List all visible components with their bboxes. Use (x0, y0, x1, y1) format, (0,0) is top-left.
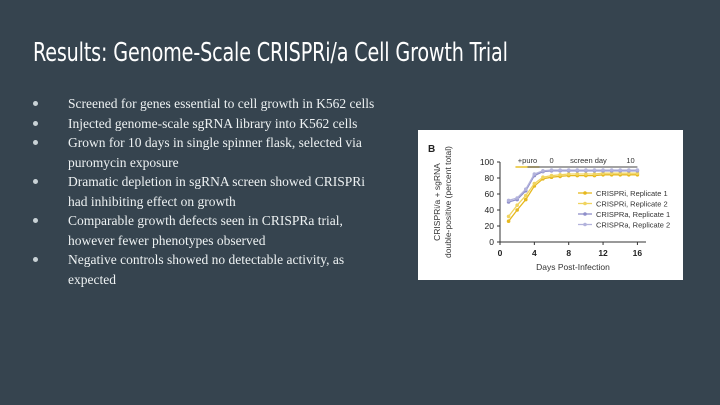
x-tick-label: 12 (598, 248, 608, 258)
data-point (584, 168, 588, 172)
legend-label: CRISPRa, Replicate 2 (596, 221, 670, 230)
screen-day-label: screen day (570, 156, 607, 165)
x-tick-label: 0 (498, 248, 503, 258)
legend-label: CRISPRi, Replicate 2 (596, 200, 668, 209)
panel-label: B (428, 144, 435, 155)
bullet-item: Comparable growth defects seen in CRISPR… (30, 211, 382, 250)
data-point (635, 168, 640, 172)
x-tick-label: 8 (566, 248, 571, 258)
y-tick-label: 60 (485, 189, 495, 199)
legend-marker (583, 222, 587, 227)
data-point (575, 168, 580, 172)
y-tick-label: 80 (485, 173, 495, 183)
series-line (508, 170, 638, 203)
data-point (532, 181, 537, 186)
y-axis-label: CRISPRi/a + sgRNAdouble-positive (percen… (432, 146, 453, 258)
bullet-dot (33, 179, 38, 184)
data-point (592, 168, 597, 172)
data-point (515, 196, 519, 200)
data-point (627, 168, 631, 172)
screen-day-start-label: 0 (549, 156, 553, 165)
slide-title: Results: Genome-Scale CRISPRi/a Cell Gro… (33, 38, 508, 68)
data-point (523, 187, 528, 191)
data-point (515, 208, 519, 212)
data-point (541, 169, 545, 173)
bullet-dot (33, 101, 38, 106)
data-point (506, 219, 511, 223)
data-point (549, 173, 554, 178)
data-point (558, 168, 562, 172)
bullet-text: Injected genome-scale sgRNA library into… (68, 115, 358, 131)
data-point (558, 173, 562, 177)
bullet-dot (33, 218, 38, 223)
legend-label: CRISPRa, Replicate 1 (596, 210, 670, 219)
data-point (601, 168, 605, 172)
data-point (515, 203, 519, 207)
data-point (532, 172, 537, 176)
legend-marker (583, 212, 587, 216)
data-point (575, 172, 580, 176)
growth-chart-panel: B CRISPRi/a + sgRNAdouble-positive (perce… (418, 130, 683, 280)
legend-marker (583, 191, 587, 195)
bullet-dot (33, 140, 38, 145)
series-line (508, 174, 638, 222)
x-tick-label: 4 (532, 248, 537, 258)
legend-marker (583, 201, 587, 206)
bullet-list: Screened for genes essential to cell gro… (30, 94, 382, 289)
y-tick-label: 40 (485, 205, 495, 215)
bullet-text: Comparable growth defects seen in CRISPR… (68, 213, 343, 248)
bullet-item: Injected genome-scale sgRNA library into… (30, 114, 382, 134)
y-tick-label: 0 (489, 237, 494, 247)
data-point (523, 197, 528, 202)
data-point (566, 172, 571, 176)
bullet-item: Negative controls showed no detectable a… (30, 250, 382, 289)
data-point (506, 214, 511, 219)
bullet-item: Grown for 10 days in single spinner flas… (30, 133, 382, 172)
x-axis-label: Days Post-Infection (536, 262, 610, 272)
bullet-dot (33, 257, 38, 262)
puro-label: +puro (518, 156, 537, 165)
data-point (618, 168, 623, 172)
series-line (508, 172, 638, 217)
data-point (523, 193, 528, 198)
bullet-dot (33, 120, 38, 126)
data-point (592, 172, 597, 176)
legend-label: CRISPRi, Replicate 1 (596, 189, 668, 198)
bullet-text: Grown for 10 days in single spinner flas… (68, 135, 362, 170)
y-tick-label: 20 (485, 221, 495, 231)
data-point (549, 168, 554, 172)
series-line (508, 169, 638, 202)
x-tick-label: 16 (633, 248, 643, 258)
y-tick-label: 100 (480, 157, 494, 167)
data-point (541, 175, 545, 179)
bullet-item: Screened for genes essential to cell gro… (30, 94, 382, 114)
bullet-text: Dramatic depletion in sgRNA screen showe… (68, 174, 365, 209)
data-point (506, 198, 511, 203)
data-point (584, 172, 588, 176)
bullet-item: Dramatic depletion in sgRNA screen showe… (30, 172, 382, 211)
bullet-text: Screened for genes essential to cell gro… (68, 96, 375, 111)
screen-day-end-label: 10 (626, 156, 634, 165)
data-point (609, 168, 614, 172)
data-point (566, 168, 571, 172)
bullet-text: Negative controls showed no detectable a… (68, 252, 345, 287)
